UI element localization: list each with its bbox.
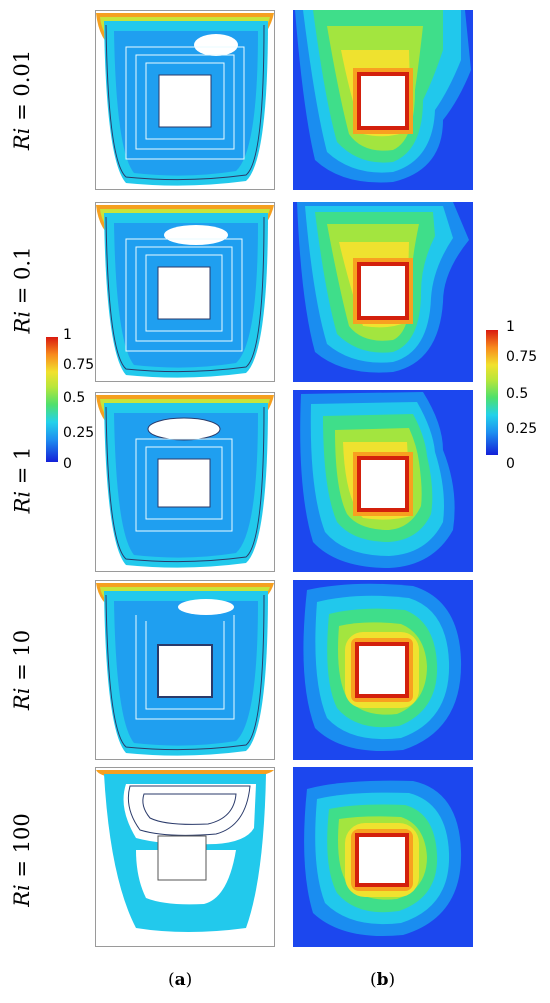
- temperature-panel-ri-10: [293, 580, 473, 760]
- colorbar-left-tick-0.5: 0.5: [63, 390, 86, 406]
- colorbar-left-tick-0.75: 0.75: [63, 357, 95, 373]
- streamline-panel-ri-0.1: [95, 202, 275, 382]
- row-label-ri-0.1: Ri = 0.1: [10, 246, 34, 334]
- colorbar-right: [486, 330, 498, 455]
- streamline-panel-ri-1: [95, 392, 275, 572]
- colorbar-right-tick-1: 1: [506, 319, 515, 335]
- row-label-ri-1: Ri = 1: [10, 446, 34, 514]
- temperature-panel-ri-0.1: [293, 202, 473, 382]
- row-label-ri-0.01: Ri = 0.01: [10, 49, 34, 151]
- temperature-panel-ri-100: [293, 767, 473, 947]
- colorbar-left-tick-1: 1: [63, 327, 72, 343]
- colorbar-left-tick-0: 0: [63, 456, 72, 472]
- colorbar-right-tick-0.5: 0.5: [506, 386, 529, 402]
- colorbar-right-tick-0: 0: [506, 456, 515, 472]
- caption-b: (b): [370, 970, 396, 990]
- colorbar-right-tick-0.25: 0.25: [506, 421, 538, 437]
- caption-a: (a): [168, 970, 193, 990]
- row-label-ri-10: Ri = 10: [10, 629, 35, 711]
- temperature-panel-ri-1: [293, 390, 473, 572]
- streamline-panel-ri-0.01: [95, 10, 275, 190]
- colorbar-left-tick-0.25: 0.25: [63, 425, 95, 441]
- colorbar-left: [46, 337, 58, 462]
- streamline-panel-ri-10: [95, 580, 275, 760]
- streamline-panel-ri-100: [95, 767, 275, 947]
- temperature-panel-ri-0.01: [293, 10, 473, 190]
- colorbar-right-tick-0.75: 0.75: [506, 349, 538, 365]
- row-label-ri-100: Ri = 100: [10, 813, 34, 907]
